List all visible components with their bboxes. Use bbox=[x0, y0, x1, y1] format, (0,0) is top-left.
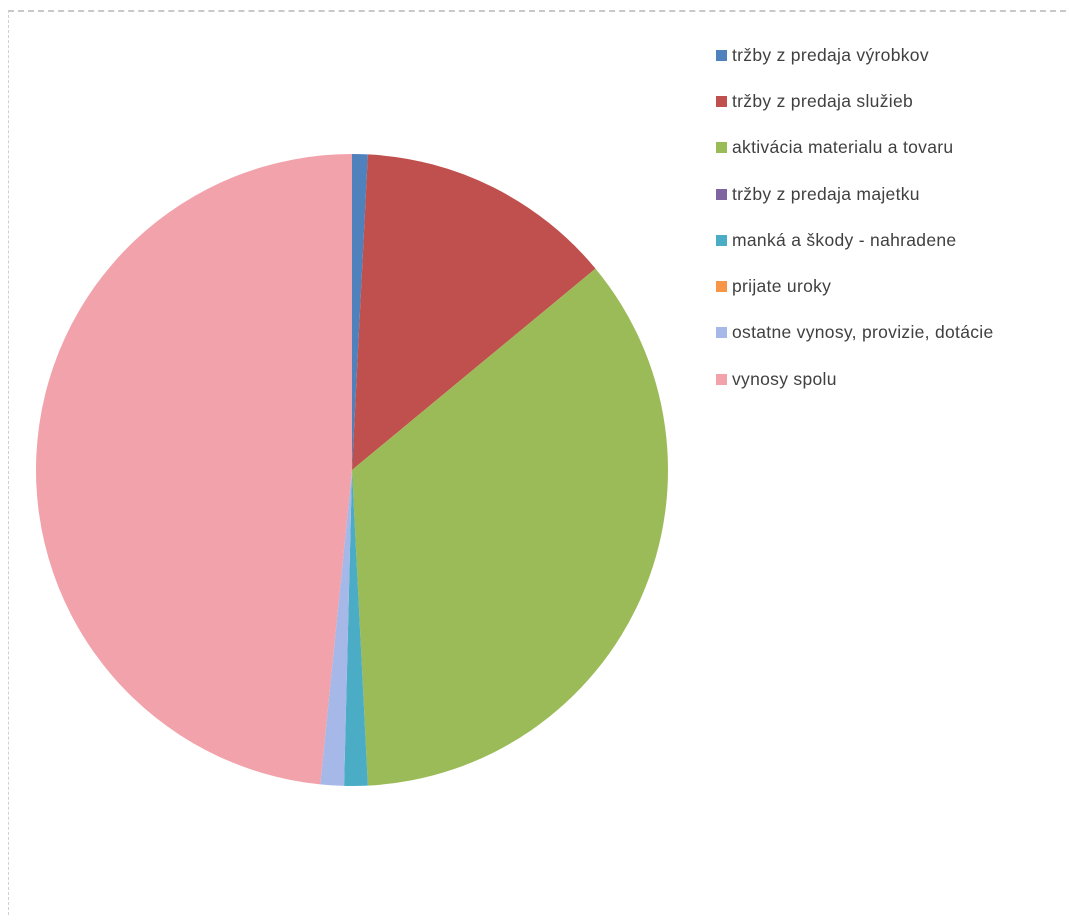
legend-label: tržby z predaja služieb bbox=[732, 90, 914, 111]
legend-swatch bbox=[716, 373, 727, 385]
legend-item: tržby z predaja výrobkov bbox=[716, 32, 994, 78]
legend-swatch bbox=[716, 95, 727, 107]
legend-label: ostatne vynosy, provizie, dotácie bbox=[732, 322, 994, 343]
legend-item: ostatne vynosy, provizie, dotácie bbox=[716, 310, 994, 356]
legend-label: manká a škody - nahradene bbox=[732, 229, 957, 250]
pie-slice-0 bbox=[352, 154, 368, 470]
pie-slice-6 bbox=[320, 470, 352, 786]
pie-slice-1 bbox=[352, 154, 596, 471]
legend-item: prijate uroky bbox=[716, 263, 994, 309]
legend-item: aktivácia materialu a tovaru bbox=[716, 125, 994, 171]
legend-item: tržby z predaja majetku bbox=[716, 171, 994, 217]
legend-swatch bbox=[716, 281, 727, 293]
legend-label: prijate uroky bbox=[732, 276, 832, 297]
legend-label: aktivácia materialu a tovaru bbox=[732, 137, 954, 158]
pie-slice-4 bbox=[344, 470, 368, 786]
legend-swatch bbox=[716, 327, 727, 339]
legend: tržby z predaja výrobkov tržby z predaja … bbox=[716, 32, 994, 402]
legend-swatch bbox=[716, 234, 727, 246]
legend-label: tržby z predaja majetku bbox=[732, 183, 920, 204]
pie-slice-7 bbox=[35, 154, 353, 785]
legend-item: manká a škody - nahradene bbox=[716, 217, 994, 263]
legend-label: vynosy spolu bbox=[732, 368, 837, 389]
legend-label: tržby z predaja výrobkov bbox=[732, 44, 929, 65]
pie-slice-2 bbox=[352, 268, 668, 786]
legend-swatch bbox=[716, 188, 727, 200]
legend-item: vynosy spolu bbox=[716, 356, 994, 402]
legend-item: tržby z predaja služieb bbox=[716, 78, 994, 124]
legend-swatch bbox=[716, 142, 727, 154]
legend-swatch bbox=[716, 49, 727, 61]
